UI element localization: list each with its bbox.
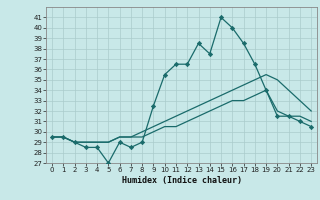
X-axis label: Humidex (Indice chaleur): Humidex (Indice chaleur) xyxy=(122,176,242,185)
